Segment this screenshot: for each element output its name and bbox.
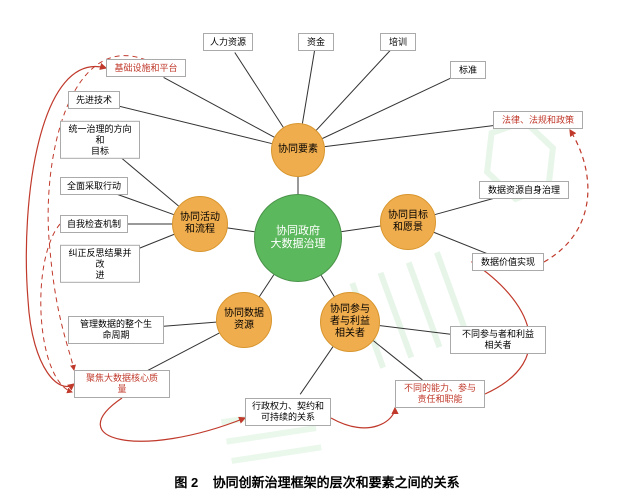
node-label-butong: 不同参与者和利益 相关者 [462,329,534,351]
node-label-shujuziyuan: 数据资源自身治理 [488,185,560,196]
edge-yaosu-falv [325,123,516,147]
node-label-yaosu: 协同要素 [278,144,318,156]
node-label-jichu: 基础设施和平台 [114,63,177,74]
node-nengli: 不同的能力、参与 责任和职能 [395,380,485,408]
node-shujujia: 数据价值实现 [472,253,544,271]
node-shujuziyuan: 数据资源自身治理 [479,181,569,199]
node-guanli: 管理数据的整个生 命周期 [68,316,164,344]
node-label-ziwo: 自我检查机制 [67,219,121,230]
node-label-shujujia: 数据价值实现 [481,257,535,268]
node-huodong: 协同活动 和流程 [172,196,228,252]
figure-caption: 图 2 协同创新治理框架的层次和要素之间的关系 [0,472,634,491]
node-peixun: 培训 [380,33,416,51]
node-biaozhun: 标准 [450,61,486,79]
node-label-biaozhun: 标准 [459,65,477,76]
node-yaosu: 协同要素 [271,123,325,177]
edge-yaosu-renli [235,52,284,127]
edge-yaosu-jichu [164,77,275,137]
curve-xingzheng-nengli [331,408,395,428]
node-jujiao: 聚焦大数据核心质 量 [74,370,170,398]
edge-canyu-xingzheng [300,347,333,395]
node-label-falv: 法律、法规和政策 [502,115,574,126]
node-xingzheng: 行政权力、契约和 可持续的关系 [245,398,331,426]
node-label-nengli: 不同的能力、参与 责任和职能 [404,383,476,405]
node-ziwo: 自我检查机制 [60,215,128,233]
node-label-tongyi: 统一治理的方向和 目标 [65,124,135,156]
node-mubiao: 协同目标 和愿景 [380,194,436,250]
edge-huodong-quanmian [110,192,174,215]
node-shuju: 协同数据 资源 [216,292,272,348]
edge-yaosu-zijin [302,51,314,123]
node-jichu: 基础设施和平台 [106,59,186,77]
edge-mubiao-shujujia [434,232,491,255]
node-label-jujiao: 聚焦大数据核心质 量 [86,373,158,395]
node-label-center: 协同政府 大数据治理 [271,225,326,251]
node-label-shuju: 协同数据 资源 [224,308,264,332]
diagram-stage: 协同政府 大数据治理 协同要素协同活动 和流程协同数据 资源 协同参与 者与利益 相… [0,0,634,500]
node-xianjin: 先进技术 [68,91,120,109]
caption-prefix: 图 2 [174,475,198,490]
node-label-huodong: 协同活动 和流程 [180,212,220,236]
node-label-xianjin: 先进技术 [76,95,112,106]
node-butong: 不同参与者和利益 相关者 [450,326,546,354]
edge-yaosu-biaozhun [322,74,459,139]
node-label-mubiao: 协同目标 和愿景 [388,210,428,234]
node-label-jiuzheng: 纠正反思结果并改 进 [65,248,135,280]
node-label-peixun: 培训 [389,37,407,48]
node-quanmian: 全面采取行动 [60,177,128,195]
caption-text: 协同创新治理框架的层次和要素之间的关系 [213,475,460,490]
node-zijin: 资金 [298,33,334,51]
node-label-xingzheng: 行政权力、契约和 可持续的关系 [252,401,324,423]
node-center: 协同政府 大数据治理 [254,194,342,282]
edge-yaosu-peixun [316,49,392,131]
node-label-renli: 人力资源 [210,37,246,48]
node-jiuzheng: 纠正反思结果并改 进 [60,245,140,283]
node-label-guanli: 管理数据的整个生 命周期 [80,319,152,341]
node-label-zijin: 资金 [307,37,325,48]
node-renli: 人力资源 [203,33,253,51]
node-falv: 法律、法规和政策 [493,111,583,129]
node-canyu: 协同参与 者与利益 相关者 [320,292,380,352]
node-label-canyu: 协同参与 者与利益 相关者 [330,304,370,340]
node-label-quanmian: 全面采取行动 [67,181,121,192]
node-tongyi: 统一治理的方向和 目标 [60,121,140,159]
